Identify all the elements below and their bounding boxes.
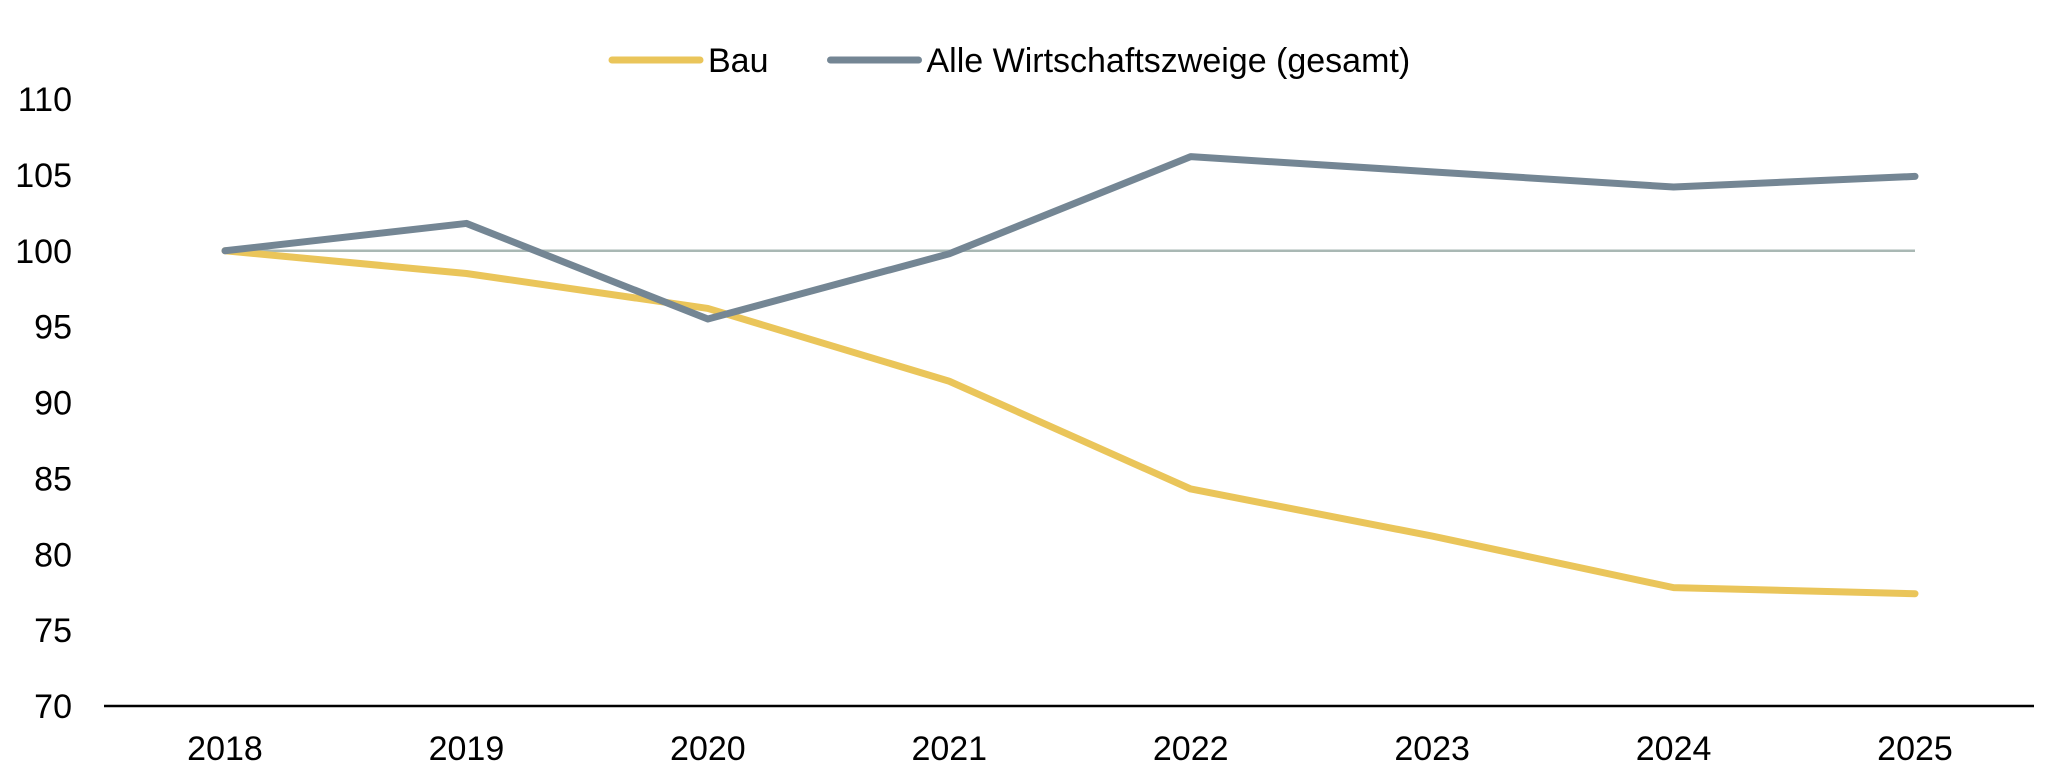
legend: Bau Alle Wirtschaftszweige (gesamt)	[608, 42, 1411, 80]
series-line-alle-wirtschaftszweige-gesamt	[221, 153, 1919, 323]
x-tick-label-2019: 2019	[429, 730, 505, 768]
y-tick-label-80: 80	[34, 536, 72, 574]
legend-label-alle-wirtschaftszweige-gesamt: Alle Wirtschaftszweige (gesamt)	[927, 42, 1411, 80]
y-tick-label-70: 70	[34, 688, 72, 726]
series-lines	[221, 153, 1919, 598]
y-tick-label-100: 100	[15, 233, 72, 271]
x-tick-label-2020: 2020	[670, 730, 746, 768]
x-tick-label-2022: 2022	[1153, 730, 1229, 768]
y-axis-tick-labels: 70 75 80 85 90 95 100 105 110	[15, 81, 72, 726]
x-tick-label-2024: 2024	[1636, 730, 1712, 768]
y-tick-label-85: 85	[34, 460, 72, 498]
y-tick-label-110: 110	[18, 81, 72, 119]
x-axis-tick-labels: 2018 2019 2020 2021 2022 2023 2024 2025	[187, 730, 1953, 768]
x-tick-label-2018: 2018	[187, 730, 263, 768]
y-tick-label-105: 105	[15, 157, 72, 195]
x-tick-label-2025: 2025	[1877, 730, 1953, 768]
y-tick-label-90: 90	[34, 385, 72, 423]
y-tick-label-95: 95	[34, 309, 72, 347]
y-tick-label-75: 75	[34, 612, 72, 650]
x-tick-label-2023: 2023	[1394, 730, 1470, 768]
x-tick-label-2021: 2021	[911, 730, 987, 768]
series-line-bau	[221, 247, 1919, 598]
legend-label-bau: Bau	[708, 42, 769, 80]
